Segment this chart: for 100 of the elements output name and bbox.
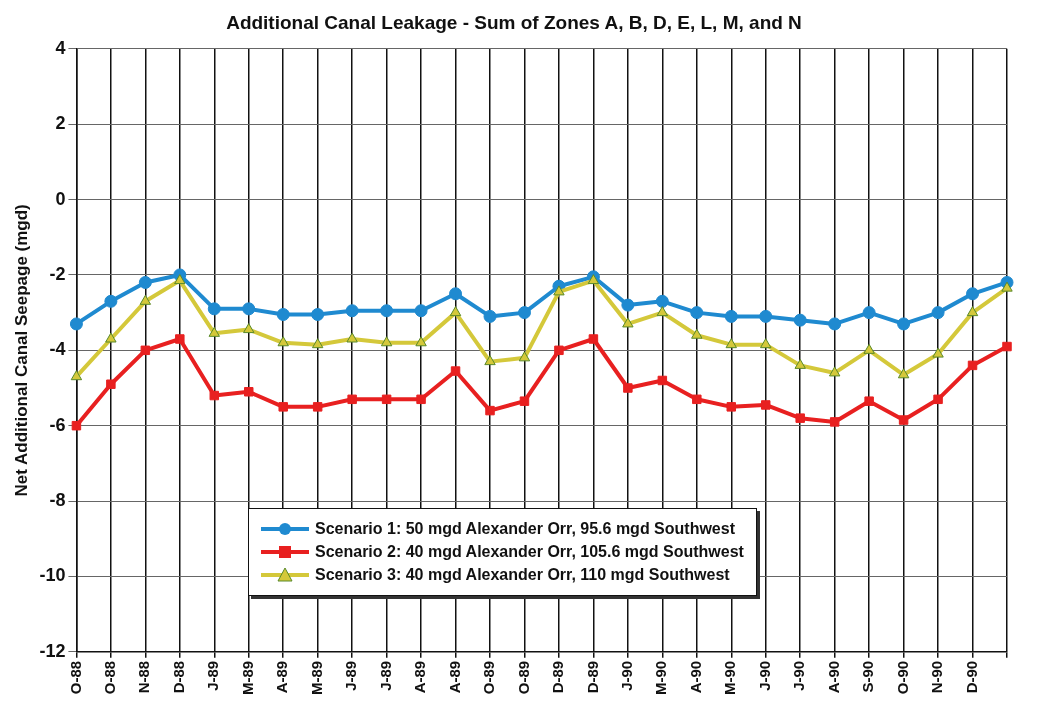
x-tick-label: D-89 bbox=[549, 660, 567, 694]
point bbox=[449, 306, 462, 317]
y-tick-label: -8 bbox=[49, 490, 66, 511]
point bbox=[622, 317, 634, 328]
y-axis-title: Net Additional Canal Seepage (mgd) bbox=[11, 204, 31, 497]
x-tick-label: D-88 bbox=[169, 660, 187, 694]
point bbox=[517, 306, 531, 320]
point bbox=[207, 302, 221, 316]
point bbox=[554, 345, 564, 356]
x-tick-label: D-89 bbox=[583, 660, 601, 694]
legend-label: Scenario 1: 50 mgd Alexander Orr, 95.6 mgd Southwest bbox=[315, 520, 735, 538]
point bbox=[346, 332, 358, 343]
x-tick-label: M-90 bbox=[652, 660, 670, 696]
point bbox=[966, 306, 979, 317]
point bbox=[623, 383, 633, 393]
point bbox=[725, 338, 737, 349]
point bbox=[724, 309, 738, 323]
point bbox=[1002, 341, 1012, 352]
point bbox=[862, 306, 876, 320]
point bbox=[70, 370, 83, 381]
x-tick-label: O-90 bbox=[893, 660, 911, 695]
point bbox=[967, 360, 978, 371]
x-tick-label: A-90 bbox=[824, 660, 842, 694]
point bbox=[726, 402, 737, 412]
point bbox=[449, 287, 463, 301]
point bbox=[311, 338, 324, 349]
point bbox=[242, 302, 256, 316]
point bbox=[416, 394, 426, 405]
point bbox=[345, 304, 359, 318]
x-tick-label: N-88 bbox=[135, 660, 153, 694]
x-tick-label: D-90 bbox=[962, 660, 980, 694]
x-tick-label: A-89 bbox=[273, 660, 291, 694]
legend-label: Scenario 3: 40 mgd Alexander Orr, 110 mgd Southwest bbox=[315, 566, 730, 584]
point bbox=[104, 294, 118, 308]
point bbox=[519, 396, 530, 406]
y-tick-label: -2 bbox=[49, 263, 66, 284]
point bbox=[794, 358, 806, 369]
x-tick-label: M-89 bbox=[238, 660, 256, 696]
x-tick-label: J-90 bbox=[755, 660, 773, 691]
chart-title: Additional Canal Leakage - Sum of Zones A, B, D, E, L, M, and N bbox=[226, 11, 802, 33]
y-tick-label: 0 bbox=[55, 188, 66, 209]
point bbox=[208, 326, 220, 337]
point bbox=[278, 402, 288, 412]
point bbox=[518, 351, 531, 362]
point bbox=[381, 394, 392, 405]
point bbox=[657, 375, 668, 386]
y-tick-label: 4 bbox=[55, 37, 66, 58]
point bbox=[795, 413, 805, 423]
point bbox=[485, 405, 495, 416]
point bbox=[175, 334, 185, 344]
point bbox=[174, 274, 186, 285]
point bbox=[1001, 281, 1013, 292]
point bbox=[347, 394, 357, 405]
point bbox=[829, 417, 840, 427]
point bbox=[311, 308, 325, 322]
point bbox=[897, 368, 910, 379]
point bbox=[932, 347, 944, 358]
point bbox=[139, 294, 152, 305]
point bbox=[656, 306, 669, 317]
x-tick-label: J-89 bbox=[204, 660, 222, 691]
point bbox=[105, 332, 117, 343]
point bbox=[655, 294, 669, 308]
point bbox=[276, 308, 290, 322]
point bbox=[761, 400, 771, 410]
point bbox=[588, 334, 599, 344]
y-tick-label: -4 bbox=[49, 339, 66, 360]
point bbox=[138, 275, 152, 289]
point bbox=[243, 323, 255, 334]
x-tick-label: M-90 bbox=[721, 660, 739, 696]
x-tick-label: O-89 bbox=[514, 660, 532, 695]
point bbox=[759, 309, 773, 323]
x-tick-label: J-90 bbox=[618, 660, 636, 691]
point bbox=[931, 306, 945, 320]
point bbox=[897, 317, 911, 331]
point bbox=[828, 366, 841, 377]
point bbox=[140, 345, 151, 356]
point bbox=[415, 336, 427, 347]
legend-label: Scenario 2: 40 mgd Alexander Orr, 105.6 mgd Southwest bbox=[315, 543, 744, 561]
y-tick-label: -12 bbox=[39, 640, 66, 661]
point bbox=[898, 415, 909, 425]
y-tick-label: 2 bbox=[55, 113, 66, 134]
point bbox=[106, 379, 116, 389]
point bbox=[312, 402, 323, 412]
point bbox=[450, 366, 461, 376]
point bbox=[483, 309, 497, 323]
point bbox=[587, 274, 600, 285]
x-tick-label: A-89 bbox=[411, 660, 429, 694]
x-tick-label: N-90 bbox=[928, 660, 946, 694]
point bbox=[690, 306, 704, 320]
point bbox=[828, 317, 842, 331]
point bbox=[793, 313, 807, 327]
point bbox=[484, 355, 496, 366]
point bbox=[209, 390, 220, 401]
point bbox=[691, 328, 703, 339]
x-tick-label: O-88 bbox=[101, 660, 119, 695]
y-tick-label: -6 bbox=[49, 414, 66, 435]
point bbox=[380, 304, 394, 318]
y-tick-label: -10 bbox=[39, 565, 66, 586]
point bbox=[277, 336, 289, 347]
x-tick-label: J-90 bbox=[790, 660, 808, 691]
